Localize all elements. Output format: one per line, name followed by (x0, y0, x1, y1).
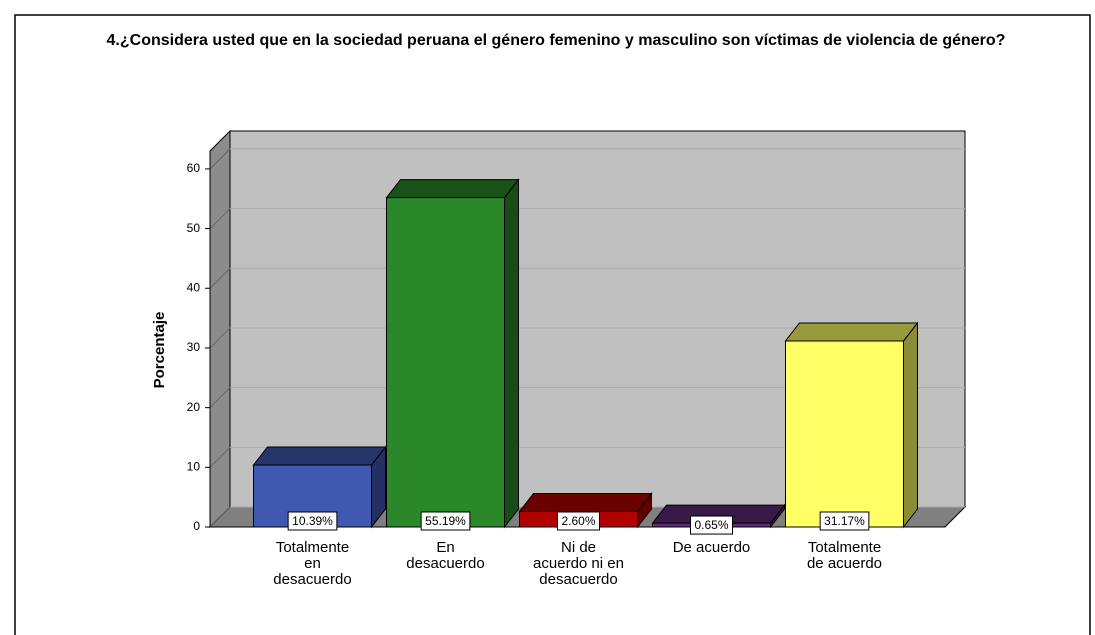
grid-line (209, 387, 231, 408)
y-tick-label: 40 (187, 280, 201, 294)
x-tick-label: Totalmente de acuerdo (806, 539, 883, 572)
y-tick-label: 30 (187, 340, 201, 354)
bar (385, 178, 520, 529)
bar (784, 321, 919, 529)
bar-side (504, 178, 519, 529)
x-tick-label: En desacuerdo (406, 539, 485, 572)
bar-front (785, 340, 904, 528)
bar-top (784, 322, 919, 342)
bar-top (385, 179, 520, 199)
bar-top (252, 446, 387, 466)
value-label-box (420, 511, 471, 531)
value-label-box (287, 511, 338, 531)
value-label-box (819, 511, 870, 531)
bar-side (903, 321, 918, 529)
y-tick-label: 60 (187, 161, 201, 175)
chart-title: 4.¿Considera usted que en la sociedad pe… (106, 32, 1006, 49)
grid-line (209, 267, 231, 289)
y-tick-label: 50 (187, 221, 201, 235)
y-axis-label: Porcentaje (151, 312, 168, 389)
bar (252, 445, 387, 529)
value-label: 55.19% (425, 514, 466, 528)
bar-top (518, 492, 653, 512)
grid-line (209, 327, 231, 349)
value-label: 10.39% (292, 514, 333, 528)
grid-line (209, 208, 231, 229)
x-tick-label: Totalmente en desacuerdo (273, 539, 352, 588)
bar-front (386, 197, 505, 528)
value-label-box (689, 515, 734, 535)
grid-line (209, 506, 231, 528)
value-label: 0.65% (694, 518, 728, 532)
grid-line (209, 446, 231, 468)
bar-front (253, 464, 372, 528)
x-tick-label: Ni de acuerdo ni en desacuerdo (533, 539, 624, 588)
x-tick-label: De acuerdo (672, 539, 751, 556)
side-wall (209, 129, 231, 529)
grid-line (209, 148, 231, 170)
value-label: 2.60% (561, 514, 595, 528)
y-tick-label: 20 (187, 400, 201, 414)
value-label-box (556, 511, 601, 531)
value-label: 31.17% (824, 514, 865, 528)
y-tick-label: 0 (193, 519, 200, 533)
y-tick-label: 10 (187, 459, 201, 473)
